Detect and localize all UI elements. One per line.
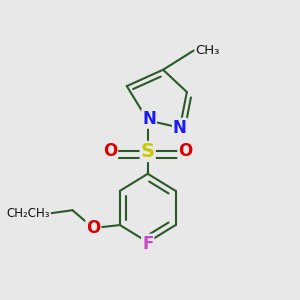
Text: S: S	[141, 142, 155, 161]
Text: O: O	[86, 219, 100, 237]
Text: O: O	[103, 142, 117, 160]
Text: O: O	[178, 142, 193, 160]
Text: F: F	[142, 235, 153, 253]
Text: CH₂CH₃: CH₂CH₃	[7, 207, 50, 220]
Text: CH₃: CH₃	[195, 44, 220, 57]
Text: N: N	[142, 110, 156, 128]
Text: N: N	[173, 119, 187, 137]
